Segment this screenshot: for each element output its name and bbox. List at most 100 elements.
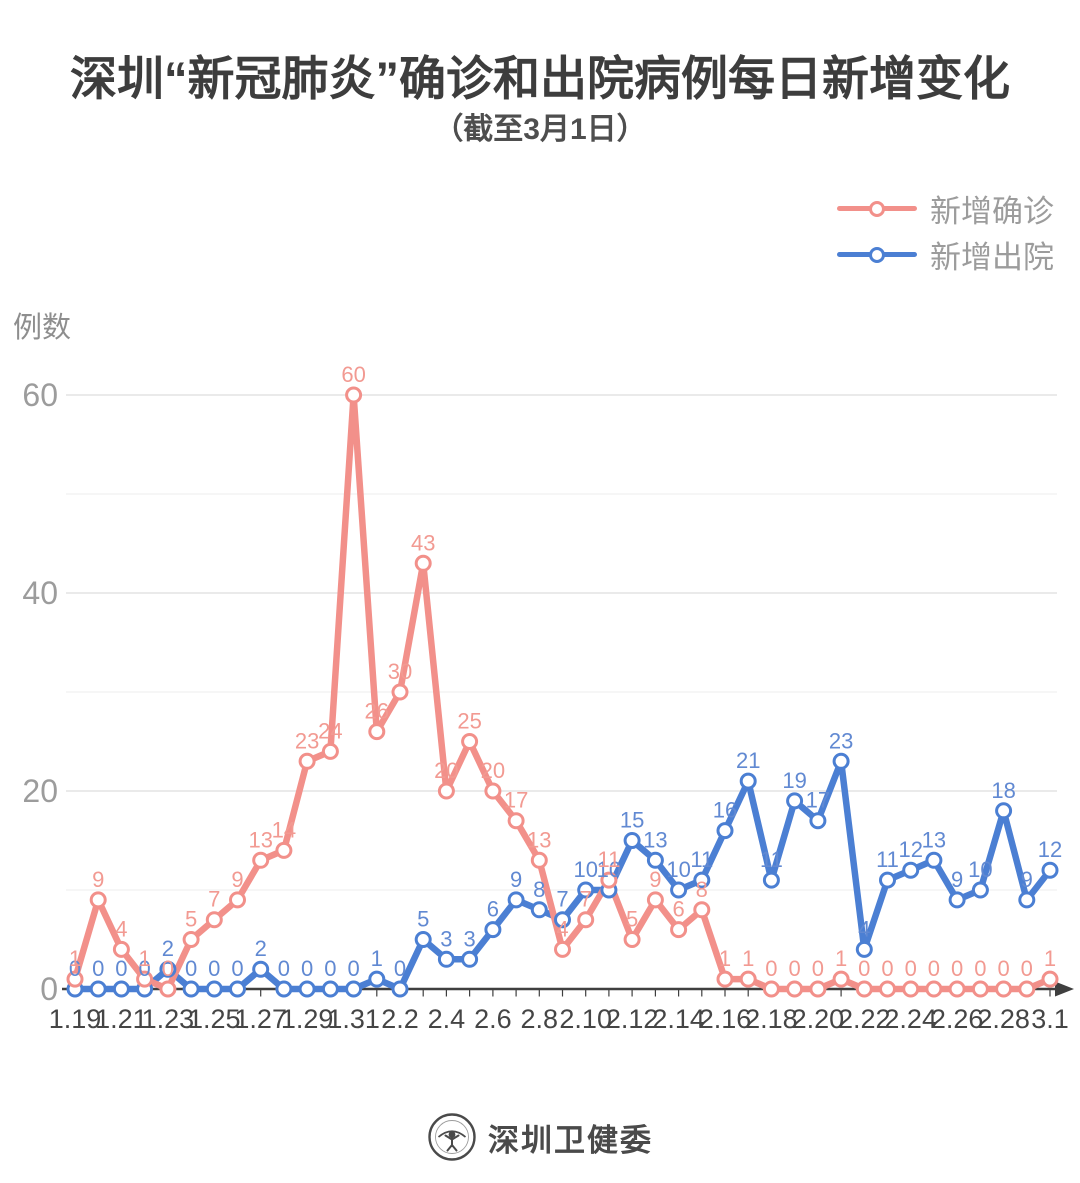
confirmed-marker (925, 980, 943, 998)
discharged-marker (275, 980, 293, 998)
confirmed-marker (298, 752, 316, 770)
discharged-value-label: 2 (162, 936, 174, 961)
x-tick-label: 2.10 (559, 1004, 612, 1034)
discharged-marker (809, 812, 827, 830)
confirmed-marker (762, 980, 780, 998)
discharged-value-label: 7 (556, 887, 568, 912)
confirmed-value-label: 26 (365, 699, 389, 724)
confirmed-legend-line-icon (837, 200, 917, 217)
discharged-value-label: 0 (115, 956, 127, 981)
discharged-marker (89, 980, 107, 998)
discharged-value-label: 0 (278, 956, 290, 981)
confirmed-value-label: 9 (92, 867, 104, 892)
discharged-value-label: 15 (620, 808, 644, 833)
confirmed-marker (275, 841, 293, 859)
confirmed-value-label: 1 (742, 946, 754, 971)
discharged-value-label: 10 (597, 857, 621, 882)
discharged-marker (971, 881, 989, 899)
confirmed-value-label: 0 (974, 956, 986, 981)
discharged-marker (879, 871, 896, 889)
confirmed-value-label: 13 (248, 827, 272, 852)
confirmed-value-label: 11 (597, 847, 620, 872)
confirmed-marker (437, 782, 455, 800)
confirmed-value-label: 5 (626, 907, 638, 932)
x-tick-label: 2.6 (474, 1004, 512, 1034)
confirmed-marker (809, 980, 827, 998)
discharged-value-label: 10 (968, 857, 992, 882)
discharged-marker (368, 970, 386, 988)
discharged-value-label: 9 (951, 867, 963, 892)
confirmed-value-label: 0 (1021, 956, 1033, 981)
legend-label-confirmed: 新增确诊 (930, 194, 1054, 229)
x-tick-label: 1.25 (188, 1004, 241, 1034)
confirmed-value-label: 7 (208, 887, 220, 912)
discharged-marker (902, 861, 920, 879)
discharged-marker (577, 881, 595, 899)
discharged-marker (159, 960, 177, 978)
confirmed-value-label: 1 (138, 946, 150, 971)
confirmed-marker (461, 733, 479, 750)
x-axis-arrow-icon (1055, 981, 1074, 997)
x-tick-label: 3.1 (1031, 1004, 1069, 1034)
x-tick-label: 1.21 (95, 1004, 148, 1034)
discharged-marker (507, 891, 525, 909)
confirmed-marker (89, 891, 107, 909)
discharged-value-label: 0 (324, 956, 336, 981)
discharged-marker (321, 980, 339, 998)
confirmed-marker (670, 921, 688, 939)
confirmed-marker (1041, 970, 1059, 988)
confirmed-marker (484, 782, 502, 800)
discharged-value-label: 0 (208, 956, 220, 981)
confirmed-marker (414, 554, 432, 572)
confirmed-value-label: 7 (580, 887, 592, 912)
y-tick-label: 0 (40, 971, 58, 1007)
confirmed-marker (832, 970, 850, 988)
discharged-value-label: 10 (666, 857, 690, 882)
discharged-marker (112, 980, 130, 998)
discharged-marker (716, 822, 734, 840)
confirmed-value-label: 60 (341, 362, 365, 387)
legend-item-discharged: 新增出院 (837, 238, 1054, 275)
x-tick-label: 1.29 (281, 1004, 334, 1034)
confirmed-value-label: 1 (719, 946, 731, 971)
discharged-marker (252, 960, 270, 978)
confirmed-value-label: 20 (434, 758, 458, 783)
confirmed-marker (112, 940, 130, 958)
confirmed-value-label: 4 (556, 916, 568, 941)
confirmed-value-label: 0 (997, 956, 1009, 981)
confirmed-marker (182, 931, 200, 948)
confirmed-marker (623, 931, 641, 948)
discharged-marker (995, 802, 1013, 820)
confirmed-value-label: 9 (649, 867, 661, 892)
confirmed-value-label: 0 (788, 956, 800, 981)
confirmed-value-label: 4 (115, 916, 127, 941)
discharged-marker (298, 980, 316, 998)
discharged-value-label: 5 (417, 907, 429, 932)
confirmed-value-label: 14 (272, 817, 296, 842)
discharged-value-label: 11 (690, 847, 713, 872)
confirmed-marker (136, 970, 154, 988)
confirmed-value-label: 0 (928, 956, 940, 981)
x-tick-label: 2.20 (792, 1004, 845, 1034)
discharged-marker (948, 891, 966, 909)
confirmed-value-label: 13 (527, 827, 551, 852)
confirmed-marker (995, 980, 1013, 998)
x-tick-label: 2.2 (381, 1004, 419, 1034)
confirmed-marker (554, 940, 571, 958)
confirmed-value-label: 0 (858, 956, 870, 981)
discharged-value-label: 0 (185, 956, 197, 981)
discharged-value-label: 9 (1021, 867, 1033, 892)
confirmed-marker (391, 683, 409, 701)
confirmed-marker (948, 980, 966, 998)
footer: 深圳卫健委 (0, 1112, 1080, 1162)
discharged-value-label: 0 (92, 956, 104, 981)
discharged-marker (925, 851, 943, 869)
confirmed-marker (159, 980, 177, 998)
legend: 新增确诊 新增出院 (837, 192, 1054, 275)
confirmed-marker (971, 980, 989, 998)
confirmed-marker (1018, 980, 1036, 998)
discharged-marker (646, 851, 664, 869)
confirmed-value-label: 6 (672, 897, 684, 922)
discharged-marker (554, 911, 571, 929)
